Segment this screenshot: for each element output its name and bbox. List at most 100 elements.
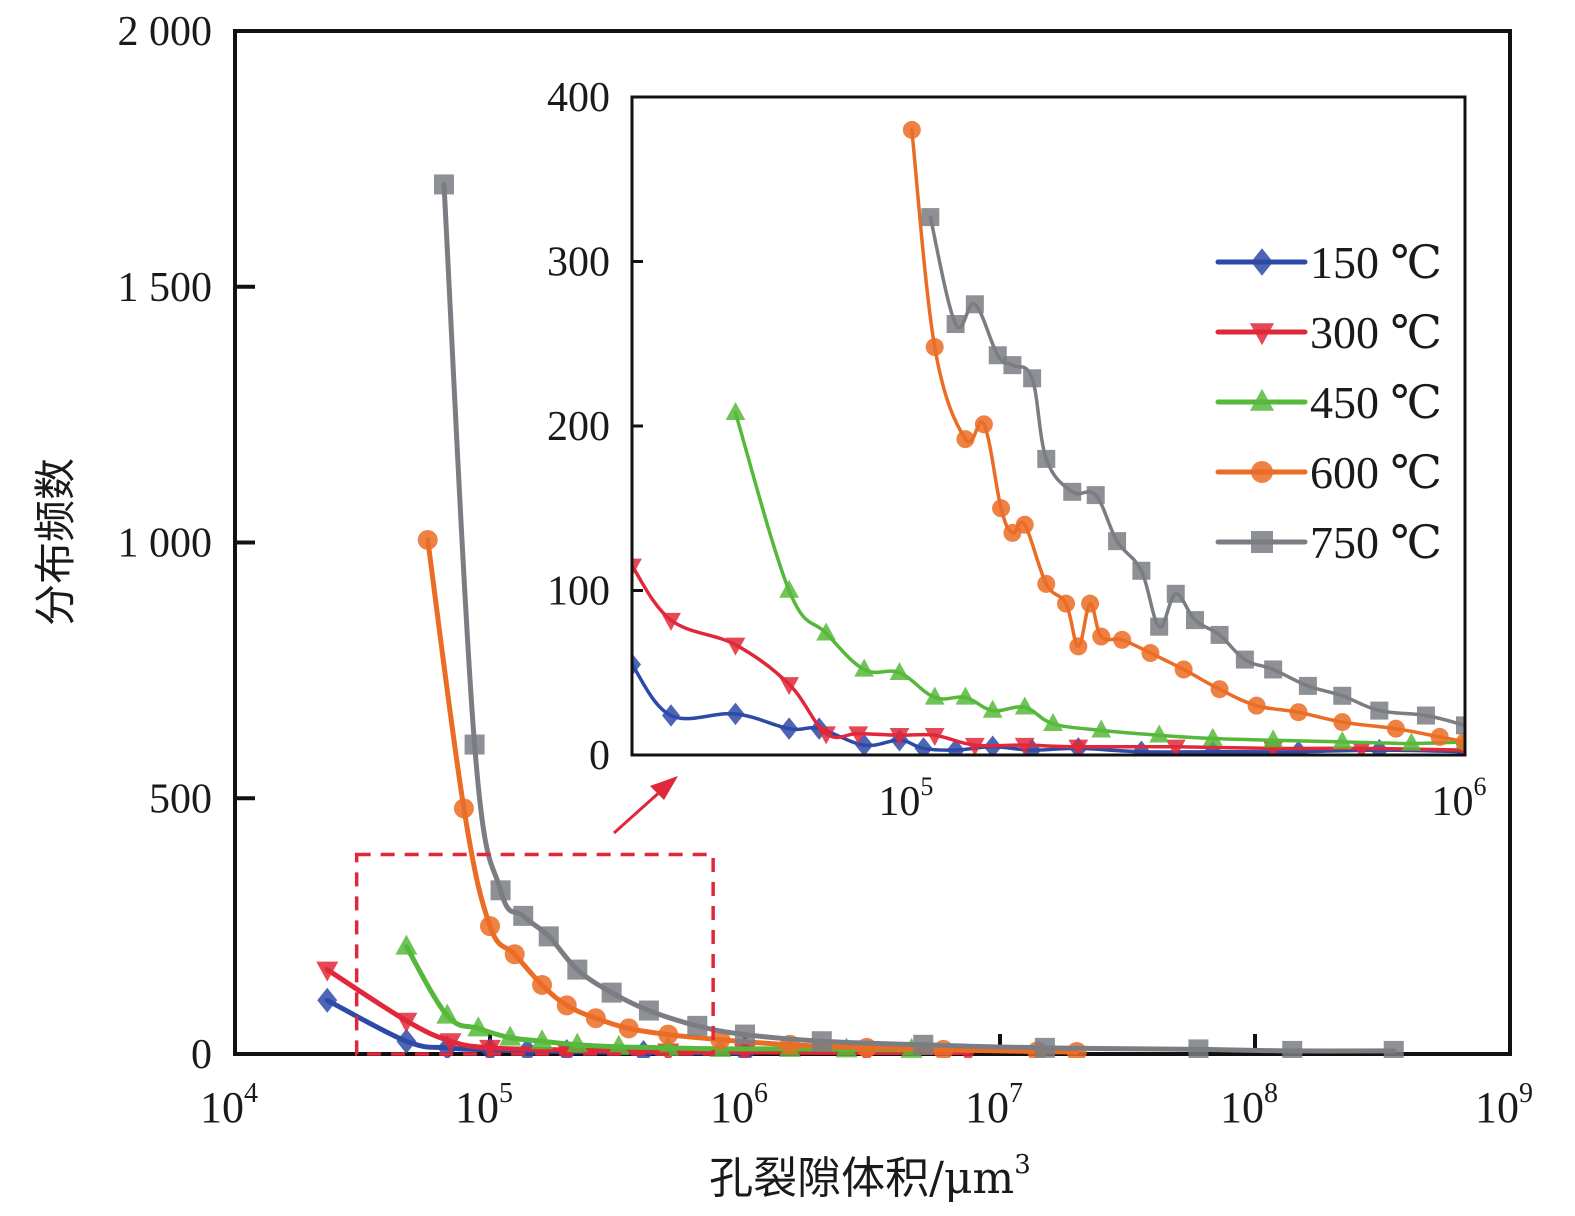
main-data-point: [395, 934, 418, 955]
inset-data-point: [1014, 737, 1035, 755]
main-data-point: [479, 1039, 501, 1058]
legend-label: 750 ℃: [1310, 517, 1442, 568]
inset-x-tick-label: 106: [1432, 772, 1487, 825]
inset-data-point: [889, 661, 910, 680]
main-data-point: [657, 1035, 680, 1056]
main-data-point: [585, 1008, 606, 1029]
main-series-line: [441, 181, 1397, 1054]
inset-data-point: [662, 704, 681, 727]
inset-data-point: [988, 346, 1007, 365]
main-data-point: [504, 944, 525, 965]
inset-data-point: [1149, 724, 1170, 743]
main-data-point: [638, 1000, 659, 1021]
x-tick-label: 109: [1475, 1078, 1533, 1132]
inset-data-point: [855, 733, 874, 755]
inset-data-point: [921, 208, 940, 227]
y-tick-label: 1 000: [118, 521, 213, 567]
inset-y-tick-label: 400: [547, 75, 610, 121]
main-data-point: [1383, 1040, 1404, 1058]
main-data-point: [658, 1024, 679, 1045]
main-data-point: [439, 1033, 462, 1054]
inset-data-point: [1063, 482, 1082, 501]
legend-marker: [1249, 388, 1275, 411]
inset-data-point: [964, 737, 985, 755]
legend-label: 150 ℃: [1310, 237, 1442, 288]
main-data-point: [467, 1016, 490, 1037]
main-data-point: [913, 1034, 934, 1055]
x-axis-title-superscript: 3: [1014, 1150, 1031, 1180]
inset-data-point: [924, 728, 945, 747]
inset-x-tick-label: 105: [878, 772, 933, 825]
inset-series-layer: [632, 120, 1465, 755]
zoom-arrow: [612, 776, 678, 835]
inset-y-tick-label: 200: [547, 404, 610, 450]
inset-data-point: [1081, 594, 1100, 613]
inset-data-point: [1416, 706, 1435, 725]
main-data-point: [687, 1015, 708, 1036]
inset-y-tick-label: 100: [547, 569, 610, 615]
inset-data-point: [902, 120, 921, 139]
legend-marker: [1251, 461, 1273, 483]
inset-data-point: [1210, 680, 1229, 699]
main-data-point: [607, 1034, 630, 1055]
inset-data-point: [1165, 739, 1186, 755]
inset-data-point: [914, 737, 933, 755]
main-data-point: [710, 1029, 731, 1050]
main-data-point: [490, 880, 511, 901]
inset-data-point: [956, 430, 975, 449]
inset-data-point: [1113, 630, 1132, 649]
inset-data-point: [889, 728, 910, 747]
inset-data-point: [1014, 696, 1035, 715]
y-tick-label: 1 500: [118, 265, 213, 311]
inset-data-point: [1108, 532, 1127, 551]
main-data-point: [1066, 1041, 1087, 1058]
main-data-point: [1188, 1039, 1209, 1058]
zoom-region-box: [354, 852, 715, 1056]
inset-data-point: [946, 315, 965, 334]
inset-data-point: [1235, 650, 1254, 669]
legend-marker: [1249, 323, 1275, 346]
inset-data-point: [946, 738, 965, 755]
inset-data-point: [965, 295, 984, 314]
y-tick-label: 500: [149, 776, 212, 822]
legend-item-300: 300 ℃: [1215, 307, 1442, 358]
inset-data-point: [1263, 729, 1284, 748]
legend-item-150: 150 ℃: [1215, 237, 1442, 288]
main-data-point: [538, 926, 559, 947]
x-tick-label: 107: [965, 1078, 1023, 1132]
inset-data-point: [1057, 594, 1076, 613]
inset-x-axis: 105 106: [878, 772, 1486, 825]
inset-data-point: [1456, 732, 1465, 751]
inset-data-point: [1037, 449, 1056, 468]
main-data-point: [532, 974, 553, 995]
inset-data-point: [1401, 732, 1422, 751]
inset-data-point: [780, 717, 799, 740]
inset-background: [632, 97, 1465, 755]
y-tick-label: 0: [191, 1032, 212, 1078]
main-data-point: [499, 1025, 522, 1046]
legend: 150 ℃ 300 ℃ 450 ℃ 600 ℃ 750 ℃: [1215, 237, 1442, 568]
x-tick-label: 105: [455, 1078, 513, 1132]
legend-label: 300 ℃: [1310, 307, 1442, 358]
inset-data-point: [661, 612, 681, 631]
legend-label: 600 ℃: [1310, 447, 1442, 498]
inset-data-point: [1132, 561, 1151, 580]
main-data-point: [480, 916, 500, 937]
inset-data-point: [1091, 719, 1112, 738]
legend-item-750: 750 ℃: [1215, 517, 1442, 568]
inset-data-point: [1298, 676, 1317, 695]
main-series-layer: [316, 174, 1404, 1058]
inset-series-150: [632, 653, 1465, 755]
legend-label: 450 ℃: [1310, 377, 1442, 428]
main-data-point: [567, 959, 588, 980]
inset-data-point: [1015, 515, 1034, 534]
main-data-point: [433, 174, 454, 195]
inset-data-point: [1386, 719, 1405, 738]
inset-data-point: [1370, 701, 1389, 720]
main-data-point: [531, 1029, 554, 1050]
main-data-point: [317, 987, 338, 1013]
x-tick-label: 104: [200, 1078, 258, 1132]
main-data-point: [396, 1028, 417, 1054]
inset-data-point: [1003, 356, 1022, 375]
